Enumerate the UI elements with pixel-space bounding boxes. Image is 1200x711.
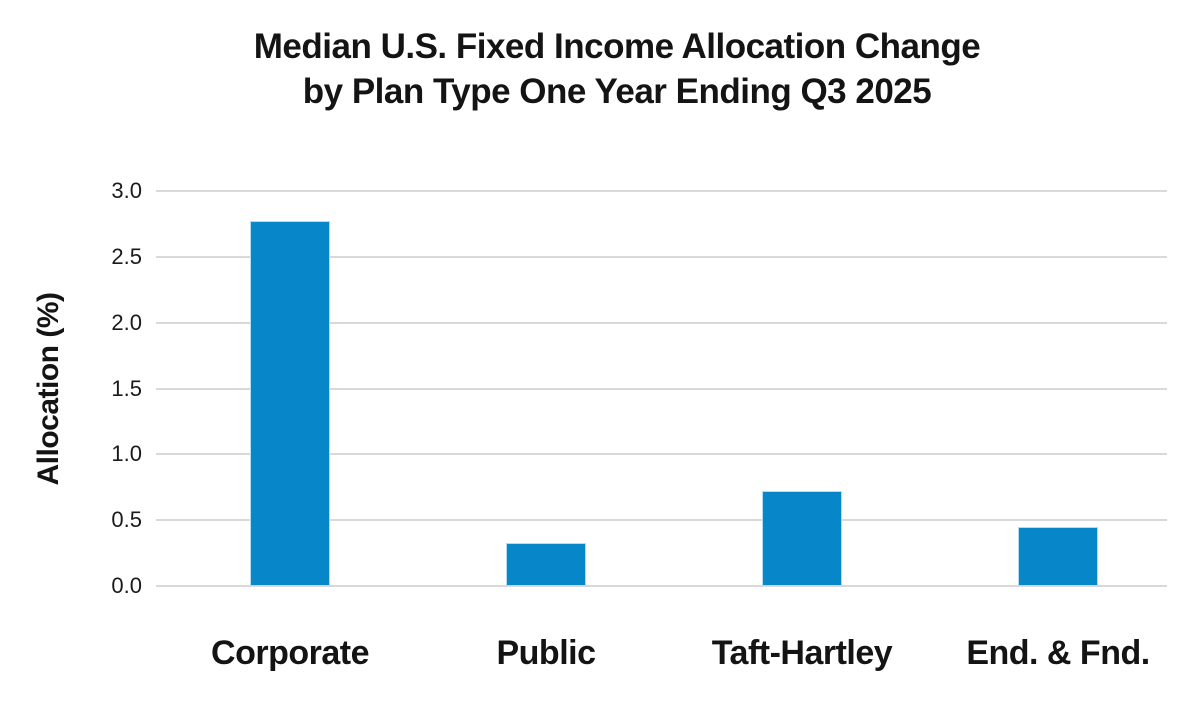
x-category-label: Taft-Hartley	[711, 634, 893, 672]
x-category-label: Public	[496, 634, 596, 672]
chart-title-line2: by Plan Type One Year Ending Q3 2025	[302, 72, 932, 111]
gridline	[156, 519, 1167, 522]
y-tick-label: 2.5	[111, 243, 142, 269]
gridline	[156, 585, 1167, 587]
bar	[762, 491, 842, 586]
x-category-label: Corporate	[211, 634, 369, 672]
y-tick-label: 0.0	[111, 573, 142, 598]
bar	[1018, 526, 1098, 586]
y-axis-title: Allocation (%)	[32, 292, 65, 486]
y-tick-label: 3.0	[111, 178, 142, 203]
bar	[250, 221, 330, 586]
chart-title: Median U.S. Fixed Income Allocation Chan…	[17, 24, 1200, 114]
gridline	[156, 321, 1167, 324]
gridline	[156, 387, 1167, 390]
y-tick-label: 1.0	[111, 441, 142, 467]
gridline	[156, 190, 1167, 192]
chart-title-line1: Median U.S. Fixed Income Allocation Chan…	[253, 27, 981, 66]
bar	[506, 542, 586, 586]
gridline	[156, 453, 1167, 456]
x-category-label: End. & Fnd.	[966, 634, 1150, 672]
plot-area	[156, 190, 1167, 587]
y-tick-label: 2.0	[111, 309, 142, 335]
y-tick-label: 1.5	[111, 375, 142, 401]
y-tick-label: 0.5	[111, 507, 142, 533]
gridline	[156, 255, 1167, 258]
